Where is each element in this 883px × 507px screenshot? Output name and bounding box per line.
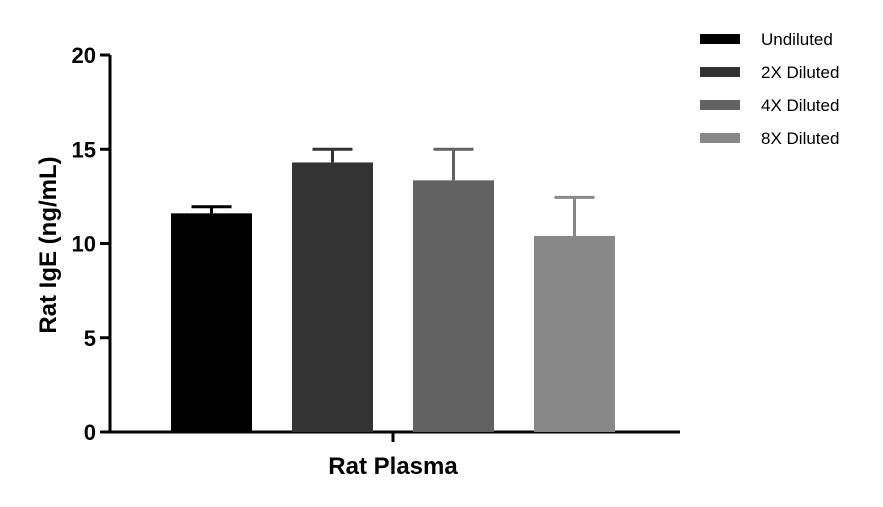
bar-2x-diluted <box>292 162 373 432</box>
y-tick-label: 10 <box>72 232 96 257</box>
legend-swatch <box>700 133 740 143</box>
legend-label: Undiluted <box>761 30 833 49</box>
legend: Undiluted 2X Diluted 4X Diluted 8X Diluted <box>700 30 839 148</box>
y-tick-label: 5 <box>84 326 96 351</box>
legend-swatch <box>700 100 740 110</box>
y-tick-label: 0 <box>84 420 96 445</box>
x-axis <box>108 430 680 442</box>
error-bars <box>191 147 595 236</box>
bar-undiluted <box>171 213 252 432</box>
legend-swatch <box>700 67 740 77</box>
legend-label: 2X Diluted <box>761 63 839 82</box>
bars <box>171 162 615 432</box>
legend-label: 8X Diluted <box>761 129 839 148</box>
bar-8x-diluted <box>534 235 615 432</box>
bar-4x-diluted <box>413 180 494 432</box>
y-tick-label: 15 <box>72 137 96 162</box>
y-axis: 0 5 10 15 20 <box>72 43 112 445</box>
legend-swatch <box>700 34 740 44</box>
x-axis-title: Rat Plasma <box>328 453 458 480</box>
y-tick-label: 20 <box>72 43 96 68</box>
legend-label: 4X Diluted <box>761 96 839 115</box>
y-axis-title: Rat IgE (ng/mL) <box>35 156 62 333</box>
